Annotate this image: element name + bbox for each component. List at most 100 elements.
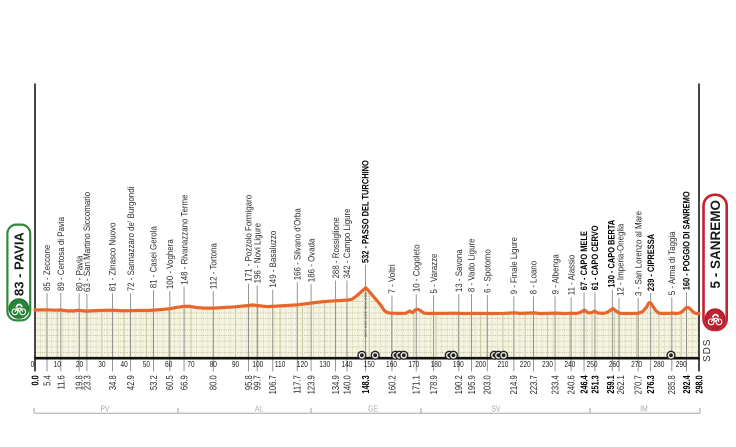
svg-text:203.0: 203.0 bbox=[482, 375, 493, 394]
svg-text:171.1: 171.1 bbox=[411, 375, 422, 394]
svg-text:13 - Savona: 13 - Savona bbox=[453, 249, 464, 292]
svg-text:276.3: 276.3 bbox=[645, 375, 656, 393]
svg-text:9 - Finale Ligure: 9 - Finale Ligure bbox=[508, 237, 519, 294]
svg-text:IM: IM bbox=[640, 404, 647, 414]
svg-text:285.8: 285.8 bbox=[666, 375, 677, 394]
svg-text:34.8: 34.8 bbox=[107, 375, 118, 390]
svg-text:160 - POGGIO DI SANREMO: 160 - POGGIO DI SANREMO bbox=[681, 191, 692, 290]
svg-text:23.3: 23.3 bbox=[81, 375, 92, 390]
svg-text:290: 290 bbox=[676, 359, 687, 369]
svg-text:80.0: 80.0 bbox=[208, 375, 219, 390]
svg-text:230: 230 bbox=[542, 359, 553, 369]
svg-text:SDS: SDS bbox=[702, 339, 713, 362]
svg-text:81 - Casei Gerola: 81 - Casei Gerola bbox=[148, 226, 159, 288]
svg-text:130 - CAPO BERTA: 130 - CAPO BERTA bbox=[606, 220, 617, 288]
svg-text:8 - Loano: 8 - Loano bbox=[528, 261, 539, 295]
svg-text:134.9: 134.9 bbox=[330, 375, 341, 394]
svg-text:63 - San Martino Siccomario: 63 - San Martino Siccomario bbox=[81, 192, 92, 292]
svg-text:260: 260 bbox=[609, 359, 620, 369]
svg-text:110: 110 bbox=[275, 359, 285, 369]
svg-text:160.2: 160.2 bbox=[386, 375, 397, 394]
svg-text:7 - Voltri: 7 - Voltri bbox=[386, 264, 397, 293]
svg-text:259.1: 259.1 bbox=[605, 375, 616, 393]
svg-text:148 - Rivanazzano Terme: 148 - Rivanazzano Terme bbox=[179, 194, 190, 284]
svg-text:10: 10 bbox=[54, 359, 61, 369]
svg-text:83 - PAVIA: 83 - PAVIA bbox=[12, 232, 27, 296]
svg-text:85 - Zeccone: 85 - Zeccone bbox=[42, 245, 53, 291]
svg-text:239 - CIPRESSA: 239 - CIPRESSA bbox=[645, 234, 656, 291]
svg-text:30: 30 bbox=[98, 359, 105, 369]
svg-text:53.2: 53.2 bbox=[148, 375, 159, 390]
svg-text:280: 280 bbox=[653, 359, 664, 369]
svg-text:240: 240 bbox=[564, 359, 575, 369]
svg-text:50: 50 bbox=[143, 359, 150, 369]
svg-text:5 - Arma di Taggia: 5 - Arma di Taggia bbox=[666, 231, 677, 295]
svg-text:5 - SANREMO: 5 - SANREMO bbox=[708, 200, 723, 289]
svg-text:9 - Albenga: 9 - Albenga bbox=[550, 254, 561, 294]
svg-text:8 - Vado Ligure: 8 - Vado Ligure bbox=[466, 238, 477, 292]
svg-text:6 - Spotorno: 6 - Spotorno bbox=[482, 249, 493, 293]
svg-text:120: 120 bbox=[297, 359, 308, 369]
svg-text:288 - Rossiglione: 288 - Rossiglione bbox=[330, 217, 341, 278]
svg-text:72 - Sannazzaro de' Burgondi: 72 - Sannazzaro de' Burgondi bbox=[125, 187, 136, 292]
svg-text:60: 60 bbox=[165, 359, 172, 369]
svg-text:80: 80 bbox=[210, 359, 217, 369]
svg-text:220: 220 bbox=[520, 359, 531, 369]
svg-text:298.0: 298.0 bbox=[693, 375, 704, 393]
svg-text:210: 210 bbox=[497, 359, 508, 369]
svg-text:66.9: 66.9 bbox=[178, 375, 189, 390]
svg-text:42.9: 42.9 bbox=[125, 375, 136, 390]
svg-text:270.7: 270.7 bbox=[633, 375, 644, 394]
svg-text:214.9: 214.9 bbox=[508, 375, 519, 394]
svg-text:500 400 300 200 100: 500 400 300 200 100 bbox=[363, 293, 367, 338]
svg-text:SV: SV bbox=[492, 404, 502, 414]
svg-text:117.7: 117.7 bbox=[292, 375, 303, 393]
svg-text:233.4: 233.4 bbox=[549, 375, 560, 394]
svg-text:40: 40 bbox=[120, 359, 127, 369]
svg-text:70: 70 bbox=[187, 359, 194, 369]
svg-text:19.8: 19.8 bbox=[74, 375, 85, 390]
svg-text:GE: GE bbox=[368, 404, 378, 414]
svg-text:99.7: 99.7 bbox=[252, 375, 263, 390]
svg-text:246.4: 246.4 bbox=[578, 375, 589, 393]
svg-text:0.0: 0.0 bbox=[29, 375, 40, 385]
svg-text:170: 170 bbox=[408, 359, 419, 369]
svg-text:11 - Alassio: 11 - Alassio bbox=[566, 255, 577, 296]
svg-text:190: 190 bbox=[453, 359, 464, 369]
svg-text:90: 90 bbox=[232, 359, 239, 369]
svg-text:150: 150 bbox=[364, 359, 375, 369]
svg-text:342 - Campo Ligure: 342 - Campo Ligure bbox=[341, 208, 352, 278]
svg-text:106.7: 106.7 bbox=[267, 375, 278, 394]
svg-text:5 - Varazze: 5 - Varazze bbox=[428, 253, 439, 293]
svg-text:292.4: 292.4 bbox=[681, 375, 692, 393]
svg-text:130: 130 bbox=[319, 359, 330, 369]
svg-text:200: 200 bbox=[475, 359, 486, 369]
svg-text:3 - San Lorenzo al Mare: 3 - San Lorenzo al Mare bbox=[633, 211, 644, 296]
svg-text:81 - Zinasco Nuovo: 81 - Zinasco Nuovo bbox=[107, 222, 118, 291]
svg-text:AL: AL bbox=[255, 404, 263, 414]
svg-text:166 - Silvano d'Orba: 166 - Silvano d'Orba bbox=[292, 208, 303, 280]
svg-text:60.5: 60.5 bbox=[164, 375, 175, 390]
svg-text:186 - Ovada: 186 - Ovada bbox=[306, 238, 317, 282]
svg-text:195.9: 195.9 bbox=[466, 375, 477, 394]
svg-text:178.9: 178.9 bbox=[428, 375, 439, 394]
svg-text:112 - Tortona: 112 - Tortona bbox=[208, 243, 219, 289]
svg-text:251.3: 251.3 bbox=[589, 375, 600, 393]
svg-text:80 - Pavia: 80 - Pavia bbox=[74, 255, 85, 291]
svg-text:270: 270 bbox=[631, 359, 642, 369]
svg-text:149 - Basaluzzo: 149 - Basaluzzo bbox=[267, 231, 278, 288]
svg-text:196 - Novi Ligure: 196 - Novi Ligure bbox=[252, 223, 263, 284]
svg-text:100 - Voghera: 100 - Voghera bbox=[164, 239, 175, 289]
svg-text:250: 250 bbox=[587, 359, 598, 369]
svg-text:140.0: 140.0 bbox=[341, 375, 352, 394]
svg-text:190.2: 190.2 bbox=[453, 375, 464, 394]
svg-text:67 - CAPO MELE: 67 - CAPO MELE bbox=[578, 231, 589, 290]
svg-text:171 - Pozzolo Formigaro: 171 - Pozzolo Formigaro bbox=[243, 195, 254, 282]
svg-text:11.6: 11.6 bbox=[55, 375, 66, 389]
svg-text:12 - Imperia-Oneglia: 12 - Imperia-Oneglia bbox=[615, 224, 626, 296]
svg-text:262.1: 262.1 bbox=[615, 375, 626, 394]
svg-text:123.9: 123.9 bbox=[305, 375, 316, 394]
svg-text:532 - PASSO DEL TURCHINO: 532 - PASSO DEL TURCHINO bbox=[360, 160, 371, 263]
svg-text:20: 20 bbox=[76, 359, 83, 369]
svg-text:PV: PV bbox=[101, 404, 111, 414]
